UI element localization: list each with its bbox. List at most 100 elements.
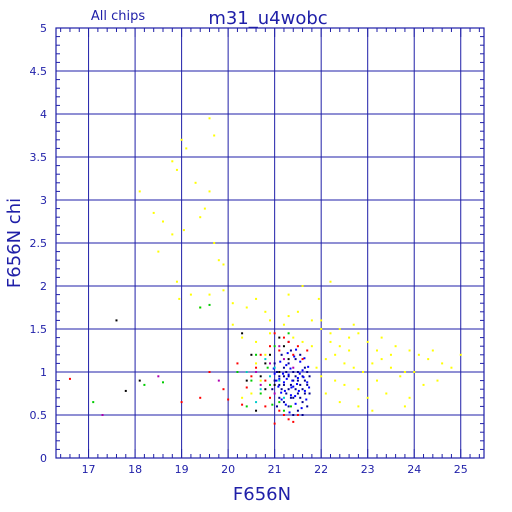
data-point xyxy=(290,386,293,389)
data-point xyxy=(292,366,295,369)
chart-title: m31_u4wobc xyxy=(208,8,327,29)
data-point xyxy=(380,336,383,339)
data-point xyxy=(241,403,244,406)
data-point xyxy=(348,336,351,339)
data-point xyxy=(334,379,337,382)
tick-marks xyxy=(56,27,484,459)
data-point xyxy=(101,414,104,416)
data-point xyxy=(301,358,304,361)
data-point xyxy=(157,250,160,253)
data-point xyxy=(278,396,281,399)
data-point xyxy=(315,366,318,369)
data-point xyxy=(280,353,283,356)
data-point xyxy=(380,358,383,361)
data-point xyxy=(303,366,306,369)
data-point xyxy=(408,396,411,399)
data-point xyxy=(317,297,320,300)
data-point xyxy=(269,319,271,322)
data-point xyxy=(324,392,327,395)
data-point xyxy=(296,409,299,412)
data-point xyxy=(264,362,267,365)
x-tick-label: 18 xyxy=(128,463,142,476)
data-point xyxy=(259,375,262,378)
data-point xyxy=(413,371,416,373)
data-point xyxy=(296,392,299,395)
data-point xyxy=(403,371,406,373)
y-tick-label: 2 xyxy=(40,280,47,293)
data-point xyxy=(301,414,304,416)
data-point xyxy=(371,362,374,365)
data-point xyxy=(307,365,310,368)
data-point xyxy=(389,353,392,356)
data-point xyxy=(269,396,271,399)
data-point xyxy=(255,362,258,365)
data-point xyxy=(280,398,283,401)
data-point xyxy=(338,401,341,404)
data-point xyxy=(301,388,304,391)
data-point xyxy=(301,401,304,404)
data-point xyxy=(287,418,290,421)
data-point xyxy=(297,389,300,392)
data-point xyxy=(357,332,360,335)
data-point xyxy=(138,190,141,193)
data-point xyxy=(275,379,278,382)
data-point xyxy=(366,340,369,343)
data-point xyxy=(282,381,285,384)
data-point xyxy=(180,138,183,141)
data-point xyxy=(278,345,281,348)
data-point xyxy=(282,401,285,404)
data-point xyxy=(273,383,276,386)
data-point xyxy=(294,375,297,378)
y-tick-label: 5 xyxy=(40,22,47,35)
data-point xyxy=(273,332,276,335)
x-tick-label: 25 xyxy=(454,463,468,476)
data-point xyxy=(303,389,306,392)
data-point xyxy=(285,371,288,373)
data-point xyxy=(264,388,267,391)
grid xyxy=(56,28,484,458)
y-tick-label: 0.5 xyxy=(30,409,48,422)
data-point xyxy=(162,220,164,223)
data-point xyxy=(277,385,280,388)
data-point xyxy=(357,405,360,408)
data-point xyxy=(303,379,306,382)
data-point xyxy=(227,398,230,401)
data-point xyxy=(171,160,174,163)
data-point xyxy=(269,353,271,356)
data-point xyxy=(245,405,248,408)
data-point xyxy=(255,353,258,356)
data-point xyxy=(301,369,304,372)
data-point xyxy=(371,409,374,412)
data-point xyxy=(310,345,313,348)
data-point xyxy=(250,379,253,382)
data-point xyxy=(289,396,292,399)
data-point xyxy=(300,407,303,410)
data-point xyxy=(303,392,306,395)
data-point xyxy=(308,386,311,389)
data-point xyxy=(366,396,369,399)
y-tick-label: 4 xyxy=(40,108,47,121)
data-point xyxy=(306,371,309,373)
data-point xyxy=(320,375,323,378)
data-point xyxy=(241,332,244,335)
data-point xyxy=(282,409,285,412)
data-point xyxy=(298,372,301,375)
data-point xyxy=(285,377,288,380)
data-point xyxy=(329,340,332,343)
data-point xyxy=(143,383,146,386)
y-tick-label: 0 xyxy=(40,452,47,465)
data-point xyxy=(278,336,281,339)
data-point xyxy=(286,352,289,355)
data-point xyxy=(271,403,274,406)
data-point xyxy=(296,377,299,380)
data-point xyxy=(282,396,285,399)
data-point xyxy=(92,401,95,404)
data-point xyxy=(287,405,290,408)
data-point xyxy=(403,405,406,408)
y-tick-label: 3 xyxy=(40,194,47,207)
data-point xyxy=(301,285,304,287)
data-point xyxy=(287,362,290,365)
data-point xyxy=(208,303,211,306)
data-point xyxy=(287,358,290,361)
data-point xyxy=(68,377,71,380)
